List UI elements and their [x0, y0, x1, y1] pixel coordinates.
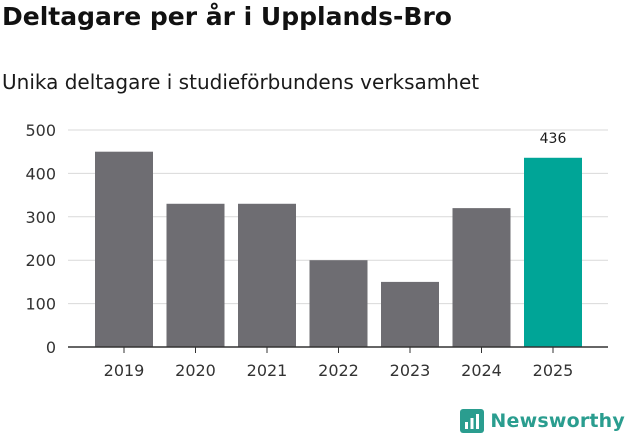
bar-2022: [309, 260, 368, 347]
y-tick-label: 200: [25, 251, 56, 270]
bar-2025: [524, 157, 582, 347]
y-tick-label: 0: [46, 338, 56, 357]
x-tick-label: 2019: [104, 361, 145, 380]
chart-title: Deltagare per år i Upplands-Bro: [2, 2, 452, 31]
bar-2021: [238, 203, 296, 347]
brand-mark: Newsworthy: [460, 409, 625, 433]
y-tick-label: 500: [25, 121, 56, 140]
x-tick-label: 2022: [318, 361, 359, 380]
x-tick-label: 2023: [390, 361, 431, 380]
bar-2024: [452, 208, 511, 347]
x-tick-label: 2025: [533, 361, 574, 380]
x-tick-label: 2020: [175, 361, 216, 380]
bar-2020: [166, 203, 225, 347]
chart-subtitle: Unika deltagare i studieförbundens verks…: [2, 70, 480, 94]
y-tick-label: 300: [25, 208, 56, 227]
x-tick-label: 2024: [461, 361, 502, 380]
brand-name: Newsworthy: [490, 410, 625, 432]
newsworthy-logo-icon: [460, 409, 485, 433]
y-tick-label: 400: [25, 164, 56, 183]
x-tick-label: 2021: [247, 361, 288, 380]
bar-2019: [95, 151, 153, 347]
bar-2023: [381, 281, 439, 347]
y-tick-label: 100: [25, 295, 56, 314]
data-label: 436: [540, 131, 567, 147]
